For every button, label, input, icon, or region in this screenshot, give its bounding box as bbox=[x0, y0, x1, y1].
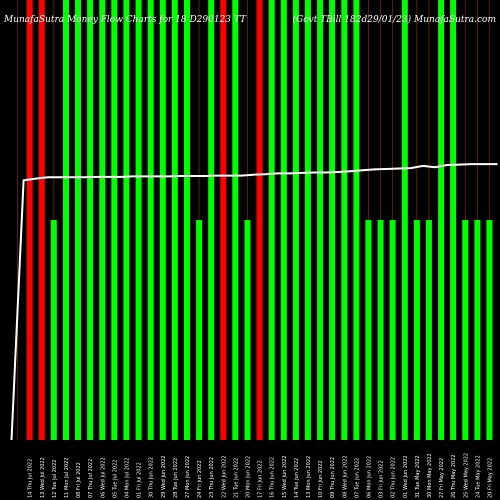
x-tick-label: 24 Tue May 2022 bbox=[475, 455, 481, 498]
x-tick-label: 22 Wed Jun 2022 bbox=[221, 455, 227, 498]
bar bbox=[184, 0, 190, 440]
bar bbox=[208, 0, 215, 440]
x-tick-label: 03 Fri Jun 2022 bbox=[379, 460, 385, 498]
bar bbox=[292, 0, 299, 440]
x-tick-label: 27 Mon Jun 2022 bbox=[185, 456, 191, 498]
x-tick-label: 15 Wed Jun 2022 bbox=[282, 455, 288, 498]
x-tick-label: 14 Thu Jul 2022 bbox=[28, 459, 34, 498]
x-tick-label: 13 Mon Jun 2022 bbox=[306, 456, 312, 498]
x-tick-label: 25 Wed May 2022 bbox=[463, 453, 469, 498]
bar bbox=[147, 0, 154, 440]
x-tick-label: 07 Thu Jul 2022 bbox=[88, 459, 94, 498]
bar bbox=[50, 220, 57, 440]
x-tick-labels: 14 Thu Jul 2022 13 Wed Jul 2022 12 Tue Jul… bbox=[28, 453, 494, 498]
x-tick-label: 14 Tue Jun 2022 bbox=[294, 458, 300, 498]
bar bbox=[196, 220, 203, 440]
bar bbox=[280, 0, 287, 440]
bar bbox=[220, 0, 227, 440]
x-tick-label: 13 Wed Jul 2022 bbox=[40, 457, 46, 498]
bar bbox=[329, 0, 336, 440]
x-tick-label: 23 Thu Jun 2022 bbox=[209, 457, 215, 498]
bar bbox=[353, 0, 360, 440]
x-tick-label: 30 Thu Jun 2022 bbox=[149, 457, 155, 498]
bar bbox=[87, 0, 94, 440]
bar bbox=[438, 0, 445, 440]
bar bbox=[111, 0, 118, 440]
x-tick-label: 06 Wed Jul 2022 bbox=[100, 457, 106, 498]
bar bbox=[171, 0, 178, 440]
bar bbox=[377, 220, 384, 440]
bar bbox=[341, 0, 348, 440]
bar bbox=[304, 0, 311, 440]
x-tick-label: 06 Mon Jun 2022 bbox=[366, 456, 372, 498]
bar bbox=[268, 0, 275, 440]
bar bbox=[425, 220, 432, 440]
flow-line-series bbox=[10, 163, 498, 441]
x-tick-label: 01 Wed Jun 2022 bbox=[403, 455, 409, 498]
x-tick-label: 01 Fri Jul 2022 bbox=[137, 462, 143, 498]
x-tick-label: 28 Tue Jun 2022 bbox=[173, 458, 179, 498]
bar bbox=[450, 0, 457, 440]
x-tick-label: 02 Thu Jun 2022 bbox=[391, 457, 397, 498]
x-tick-label: 11 Mon Jul 2022 bbox=[64, 458, 70, 498]
bar bbox=[75, 0, 81, 440]
x-tick-label: 10 Fri Jun 2022 bbox=[318, 460, 324, 498]
x-tick-label: 30 Mon May 2022 bbox=[427, 453, 433, 498]
bar bbox=[365, 220, 372, 440]
chart-title-right: (Govt TBill 182d29/01/23) MunafaSutra.co… bbox=[293, 14, 497, 25]
bar bbox=[486, 220, 493, 440]
bar bbox=[317, 0, 324, 440]
bar bbox=[462, 220, 469, 440]
bar bbox=[474, 220, 481, 440]
bar bbox=[123, 0, 130, 440]
x-tick-label: 24 Fri Jun 2022 bbox=[197, 460, 203, 498]
x-tick-label: 08 Wed Jun 2022 bbox=[342, 455, 348, 498]
bar bbox=[413, 220, 420, 440]
x-tick-label: 12 Tue Jul 2022 bbox=[52, 460, 58, 498]
x-tick-label: 16 Thu Jun 2022 bbox=[270, 457, 276, 498]
x-tick-label: 04 Mon Jul 2022 bbox=[124, 458, 130, 498]
x-tick-label: 20 Mon Jun 2022 bbox=[246, 456, 252, 498]
x-tick-label: 07 Tue Jun 2022 bbox=[354, 458, 360, 498]
x-tick-label: 21 Tue Jun 2022 bbox=[233, 458, 239, 498]
bar bbox=[389, 220, 396, 440]
bar-series bbox=[17, 0, 493, 440]
bar bbox=[26, 0, 33, 440]
bar bbox=[38, 0, 45, 440]
bar bbox=[99, 0, 106, 440]
bar bbox=[232, 0, 239, 440]
bar bbox=[244, 220, 251, 440]
x-tick-label: 31 Tue May 2022 bbox=[415, 455, 421, 498]
x-tick-label: 05 Tue Jul 2022 bbox=[112, 460, 118, 498]
x-tick-label: 09 Thu Jun 2022 bbox=[330, 457, 336, 498]
x-tick-label: 17 Fri Jun 2022 bbox=[258, 460, 264, 498]
x-tick-label: 29 Wed Jun 2022 bbox=[161, 455, 167, 498]
chart-title-left: MunafaSutra Money Flow Charts for 18 D29… bbox=[3, 15, 247, 25]
x-tick-label: 08 Fri Jul 2022 bbox=[76, 462, 82, 498]
bar bbox=[256, 0, 263, 440]
bar bbox=[159, 0, 166, 440]
x-tick-label: 26 Thu May 2022 bbox=[451, 454, 457, 498]
bar bbox=[135, 0, 142, 440]
bar bbox=[63, 0, 69, 440]
bar bbox=[401, 0, 408, 440]
x-tick-label: 27 Fri May 2022 bbox=[439, 458, 445, 498]
x-tick-label: 20 Fri May 2022 bbox=[487, 458, 493, 498]
